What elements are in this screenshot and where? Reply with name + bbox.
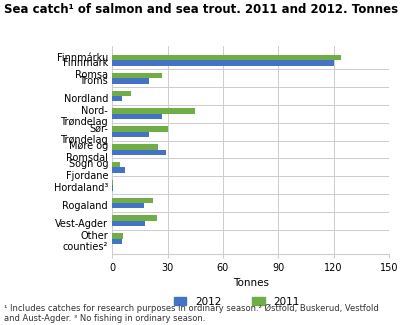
Legend: 2012, 2011: 2012, 2011 (170, 292, 304, 311)
Bar (112, 167, 125, 173)
Bar (112, 185, 113, 190)
Bar (112, 180, 113, 185)
Bar (112, 126, 168, 132)
Bar (112, 109, 195, 114)
Text: Sea catch¹ of salmon and sea trout. 2011 and 2012. Tonnes: Sea catch¹ of salmon and sea trout. 2011… (4, 3, 398, 16)
Bar (112, 114, 162, 119)
Bar (112, 150, 166, 155)
Bar (112, 162, 119, 167)
Text: ¹ Includes catches for research purposes in ordinary season.² Østfold, Buskerud,: ¹ Includes catches for research purposes… (4, 304, 379, 323)
Bar (112, 144, 158, 150)
Bar (112, 233, 124, 239)
Bar (112, 239, 122, 244)
Bar (112, 132, 149, 137)
Bar (112, 198, 153, 203)
Bar (112, 215, 156, 221)
Bar (112, 96, 122, 101)
Bar (112, 55, 341, 60)
Bar (112, 91, 131, 96)
Bar (112, 60, 334, 66)
Bar (112, 78, 149, 84)
Bar (112, 73, 162, 78)
X-axis label: Tonnes: Tonnes (233, 278, 269, 288)
Bar (112, 221, 146, 226)
Bar (112, 203, 144, 208)
